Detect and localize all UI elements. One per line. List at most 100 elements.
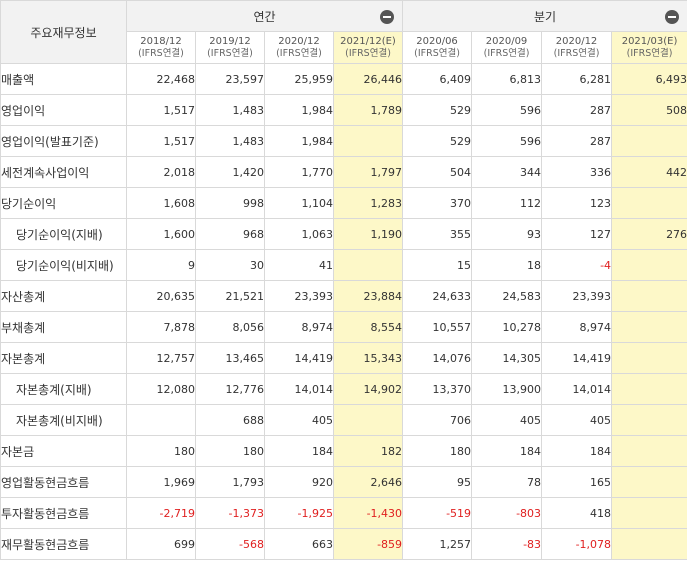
value-cell: 1,517 xyxy=(126,94,196,126)
value-cell: 14,419 xyxy=(541,342,613,374)
value-cell: 41 xyxy=(264,249,334,281)
table-row: 영업이익(발표기준) 1,517 1,483 1,984 529 596 287 xyxy=(0,125,687,157)
value-cell: 23,597 xyxy=(195,63,265,95)
value-cell: 998 xyxy=(195,187,265,219)
value-cell xyxy=(332,249,404,281)
period-date: 2020/09 xyxy=(485,35,528,47)
value-cell xyxy=(611,404,687,436)
annual-collapse-icon[interactable] xyxy=(380,10,395,24)
value-cell: 14,305 xyxy=(471,342,543,374)
value-cell: 7,878 xyxy=(126,311,196,343)
row-label: 자본금 xyxy=(0,435,127,467)
period-basis: (IFRS연결) xyxy=(483,47,530,59)
value-cell: 30 xyxy=(195,249,265,281)
value-cell xyxy=(611,466,687,498)
value-cell: 370 xyxy=(402,187,473,219)
value-cell: 180 xyxy=(195,435,265,467)
table-row: 재무활동현금흐름 699 -568 663 -859 1,257 -83 -1,078 xyxy=(0,528,687,560)
value-cell: 1,483 xyxy=(195,125,265,157)
value-cell: 184 xyxy=(264,435,334,467)
value-cell: 688 xyxy=(195,404,265,436)
value-cell: 344 xyxy=(471,156,543,188)
value-cell: 1,483 xyxy=(195,94,265,126)
quarterly-collapse-icon[interactable] xyxy=(665,10,680,24)
table-row: 자본금 180 180 184 182 180 184 184 xyxy=(0,435,687,467)
value-cell: 21,521 xyxy=(195,280,265,312)
value-cell: 184 xyxy=(541,435,613,467)
value-cell: 529 xyxy=(402,94,473,126)
value-cell: 23,393 xyxy=(264,280,334,312)
period-date: 2021/12(E) xyxy=(340,35,396,47)
period-header-row: 2018/12 (IFRS연결) 2019/12 (IFRS연결) 2020/12 (IF… xyxy=(1,31,687,64)
value-cell: 6,281 xyxy=(541,63,613,95)
value-cell: 15 xyxy=(402,249,473,281)
value-cell: 13,370 xyxy=(402,373,473,405)
value-cell xyxy=(611,125,687,157)
value-cell: 529 xyxy=(402,125,473,157)
value-cell: 2,646 xyxy=(332,466,404,498)
row-label: 세전계속사업이익 xyxy=(0,156,127,188)
value-cell: 508 xyxy=(611,94,687,126)
value-cell: 6,409 xyxy=(402,63,473,95)
period-date: 2021/03(E) xyxy=(621,35,678,47)
value-cell xyxy=(611,249,687,281)
value-cell: -1,430 xyxy=(332,497,404,529)
period-header: 2018/12 (IFRS연결) xyxy=(126,31,196,64)
table-row: 자본총계(지배) 12,080 12,776 14,014 14,902 13,370 13… xyxy=(0,373,687,405)
value-cell: 112 xyxy=(471,187,543,219)
value-cell: 1,797 xyxy=(332,156,404,188)
value-cell: 8,554 xyxy=(332,311,404,343)
value-cell: 24,633 xyxy=(402,280,473,312)
value-cell: 1,608 xyxy=(126,187,196,219)
row-label: 당기순이익 xyxy=(0,187,127,219)
value-cell: -568 xyxy=(195,528,265,560)
value-cell: -1,373 xyxy=(195,497,265,529)
value-cell xyxy=(611,280,687,312)
value-cell: 12,080 xyxy=(126,373,196,405)
value-cell: 8,056 xyxy=(195,311,265,343)
value-cell xyxy=(611,497,687,529)
row-label: 자산총계 xyxy=(0,280,127,312)
value-cell: 12,757 xyxy=(126,342,196,374)
period-date: 2018/12 xyxy=(140,35,182,47)
value-cell: 13,900 xyxy=(471,373,543,405)
row-label: 자본총계(지배) xyxy=(0,373,127,405)
table-row: 부채총계 7,878 8,056 8,974 8,554 10,557 10,278 8,97… xyxy=(0,311,687,343)
table-row: 자본총계(비지배) 688 405 706 405 405 xyxy=(0,404,687,436)
table-row: 당기순이익 1,608 998 1,104 1,283 370 112 123 xyxy=(0,187,687,219)
value-cell: 14,014 xyxy=(541,373,613,405)
row-label: 영업이익 xyxy=(0,94,127,126)
row-label: 당기순이익(비지배) xyxy=(0,249,127,281)
value-cell xyxy=(611,311,687,343)
value-cell xyxy=(332,125,404,157)
value-cell: 699 xyxy=(126,528,196,560)
annual-group-label: 연간 xyxy=(253,9,276,24)
value-cell: 25,959 xyxy=(264,63,334,95)
value-cell: 18 xyxy=(471,249,543,281)
value-cell: 10,278 xyxy=(471,311,543,343)
value-cell: -803 xyxy=(471,497,543,529)
value-cell: 8,974 xyxy=(541,311,613,343)
value-cell xyxy=(126,404,196,436)
value-cell: 127 xyxy=(541,218,613,250)
value-cell: 1,420 xyxy=(195,156,265,188)
value-cell: 405 xyxy=(541,404,613,436)
value-cell: 287 xyxy=(541,125,613,157)
value-cell: 442 xyxy=(611,156,687,188)
value-cell: 12,776 xyxy=(195,373,265,405)
value-cell: 405 xyxy=(264,404,334,436)
period-basis: (IFRS연결) xyxy=(276,47,322,59)
value-cell: -1,078 xyxy=(541,528,613,560)
value-cell: 8,974 xyxy=(264,311,334,343)
value-cell: -4 xyxy=(541,249,613,281)
value-cell: 184 xyxy=(471,435,543,467)
table-row: 자산총계 20,635 21,521 23,393 23,884 24,633 24,583… xyxy=(0,280,687,312)
value-cell: 10,557 xyxy=(402,311,473,343)
value-cell: -859 xyxy=(332,528,404,560)
quarterly-group-header: 분기 xyxy=(402,0,687,32)
value-cell: 20,635 xyxy=(126,280,196,312)
value-cell: 14,014 xyxy=(264,373,334,405)
row-label: 매출액 xyxy=(0,63,127,95)
value-cell: 405 xyxy=(471,404,543,436)
value-cell: 1,600 xyxy=(126,218,196,250)
